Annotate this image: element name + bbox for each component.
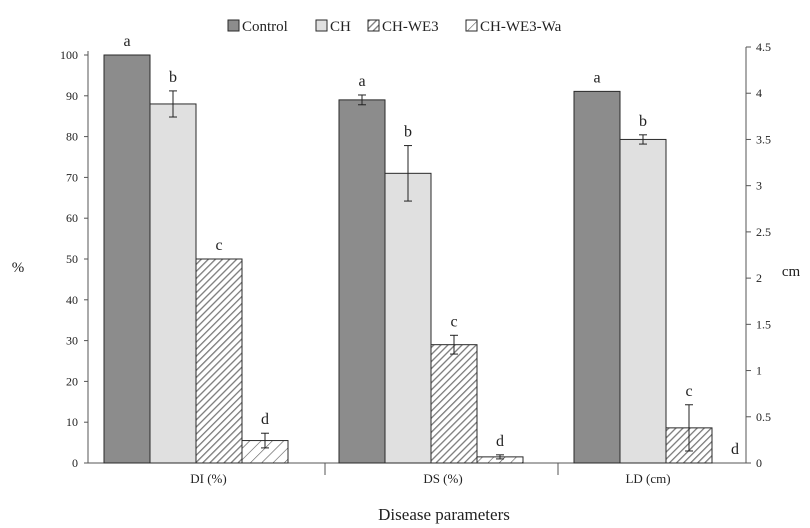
y-axis-label-left: % xyxy=(12,260,25,276)
significance-letter: c xyxy=(450,313,457,330)
significance-letter: a xyxy=(358,73,365,90)
left-tick-label: 30 xyxy=(66,334,78,348)
legend: Control CH CH-WE3 CH-WE3-Wa xyxy=(227,19,562,35)
left-y-axis: 0 10 20 30 40 50 60 70 80 90 100 xyxy=(60,48,89,470)
legend-entry: CH-WE3-Wa xyxy=(480,19,562,35)
significance-letter: a xyxy=(123,33,130,50)
legend-entry: CH xyxy=(330,19,351,35)
bar xyxy=(149,103,197,464)
bar xyxy=(619,138,667,464)
left-tick-label: 100 xyxy=(60,48,78,62)
bar xyxy=(573,90,621,464)
right-tick-label: 2 xyxy=(756,271,762,285)
right-tick-label: 0 xyxy=(756,456,762,470)
legend-swatch xyxy=(227,19,240,32)
bar xyxy=(103,54,151,464)
legend-swatch xyxy=(367,19,380,32)
significance-letter: a xyxy=(593,69,600,86)
bar xyxy=(338,99,386,464)
significance-letter: d xyxy=(496,433,504,450)
category-label: DS (%) xyxy=(423,471,462,486)
legend-swatch xyxy=(465,19,478,32)
right-y-axis: 0 0.5 1 1.5 2 2.5 3 3.5 4 4.5 xyxy=(745,40,771,470)
y-axis-label-right: cm xyxy=(782,264,801,280)
plot-panels: a b c d DI (%) a b c d DS (%) a b c d LD (cm) xyxy=(88,33,746,486)
legend-entry: Control xyxy=(242,19,288,35)
legend-entry: CH-WE3 xyxy=(382,19,439,35)
category-label: LD (cm) xyxy=(625,471,670,486)
significance-letter: b xyxy=(404,124,412,141)
left-tick-label: 60 xyxy=(66,211,78,225)
left-tick-label: 70 xyxy=(66,170,78,184)
significance-letter: b xyxy=(639,113,647,130)
right-tick-label: 4.5 xyxy=(756,40,771,54)
left-tick-label: 40 xyxy=(66,293,78,307)
left-tick-label: 90 xyxy=(66,89,78,103)
left-tick-label: 10 xyxy=(66,415,78,429)
right-tick-label: 1 xyxy=(756,364,762,378)
significance-letter: b xyxy=(169,69,177,86)
right-tick-label: 0.5 xyxy=(756,410,771,424)
right-tick-label: 2.5 xyxy=(756,225,771,239)
x-axis-label: Disease parameters xyxy=(378,505,510,524)
significance-letter: d xyxy=(731,441,739,458)
significance-letter: d xyxy=(261,411,269,428)
right-tick-label: 4 xyxy=(756,86,762,100)
left-tick-label: 80 xyxy=(66,130,78,144)
significance-letter: c xyxy=(685,383,692,400)
right-tick-label: 1.5 xyxy=(756,317,771,331)
legend-swatch xyxy=(315,19,328,32)
bar xyxy=(430,344,478,464)
category-label: DI (%) xyxy=(190,471,226,486)
left-tick-label: 50 xyxy=(66,252,78,266)
right-tick-label: 3.5 xyxy=(756,132,771,146)
left-tick-label: 20 xyxy=(66,374,78,388)
left-tick-label: 0 xyxy=(72,456,78,470)
bar xyxy=(384,172,432,464)
right-tick-label: 3 xyxy=(756,179,762,193)
significance-letter: c xyxy=(215,237,222,254)
bar xyxy=(195,258,243,464)
